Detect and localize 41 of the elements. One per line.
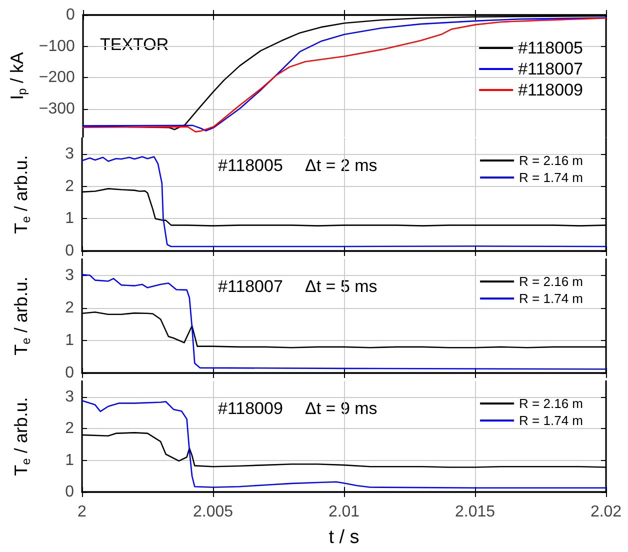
y-tick-label: 1	[65, 452, 74, 469]
legend-label: R = 2.16 m	[519, 153, 584, 168]
legend-label: R = 1.74 m	[519, 170, 584, 185]
annotation: #118009	[218, 399, 283, 418]
legend-label: #118009	[518, 80, 583, 100]
legend-label: R = 2.16 m	[519, 396, 584, 411]
y-tick-label: −200	[38, 69, 76, 86]
y-tick-label: 1	[65, 332, 74, 349]
y-tick-label: 2	[65, 420, 74, 438]
y-tick-label: −100	[38, 38, 76, 55]
y-tick-label: 1	[65, 210, 74, 228]
y-axis-title: Te / arb.u.	[11, 397, 33, 476]
legend-label: #118005	[518, 38, 583, 58]
y-tick-label: 3	[65, 146, 74, 163]
legend-label: #118007	[518, 60, 583, 78]
y-axis-title: Ip / kA	[7, 52, 29, 100]
y-tick-label: 0	[66, 6, 76, 24]
annotation: #118007	[218, 277, 283, 296]
y-tick-label: 0	[65, 484, 74, 500]
line-series	[81, 156, 607, 248]
line-series	[81, 274, 607, 370]
x-tick-label: 2	[78, 504, 87, 520]
y-tick-label: 3	[65, 266, 74, 284]
x-tick-label: 2.02	[590, 504, 622, 520]
y-tick-label: −300	[38, 100, 76, 118]
y-tick-label: 0	[65, 364, 74, 382]
legend-label: R = 2.16 m	[519, 274, 584, 289]
line-series	[81, 400, 607, 489]
y-tick-label: 2	[65, 178, 74, 195]
x-tick-label: 2.015	[454, 504, 496, 520]
y-tick-label: 0	[65, 242, 74, 260]
x-tick-label: 2.005	[192, 504, 234, 520]
y-axis-title: Te / arb.u.	[11, 276, 33, 356]
legend-label: R = 1.74 m	[519, 291, 584, 306]
y-tick-label: 3	[65, 388, 74, 406]
x-axis-title: t / s	[328, 527, 360, 548]
legend-label: R = 1.74 m	[519, 413, 584, 428]
x-tick-label: 2.01	[328, 504, 360, 520]
y-tick-label: 2	[65, 299, 74, 316]
y-axis-title: Te / arb.u.	[11, 155, 33, 234]
annotation: #118005	[218, 156, 283, 175]
